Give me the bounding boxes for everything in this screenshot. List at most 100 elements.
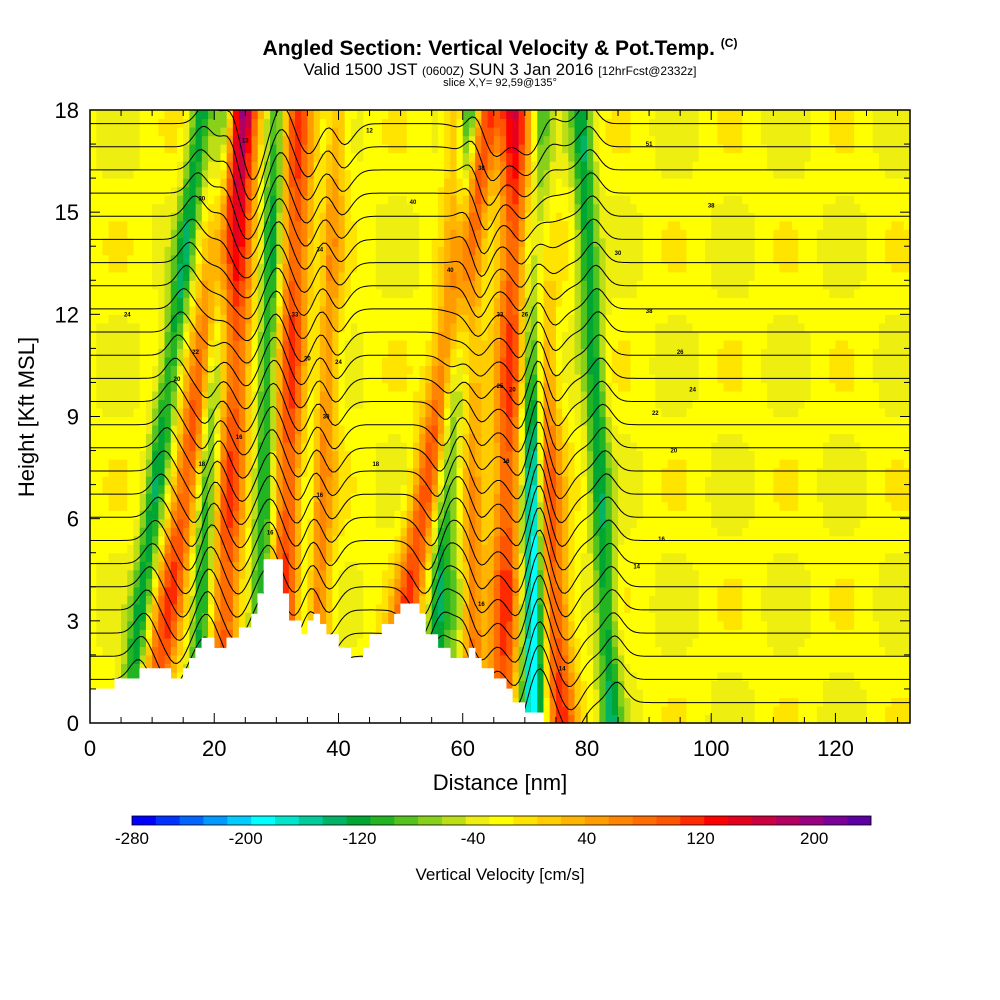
velocity-cell	[723, 544, 731, 554]
velocity-cell	[450, 544, 458, 554]
velocity-cell	[301, 620, 309, 630]
velocity-cell	[468, 442, 476, 452]
velocity-cell	[649, 646, 656, 656]
velocity-cell	[605, 705, 613, 716]
velocity-cell	[723, 697, 731, 707]
velocity-cell	[102, 544, 110, 554]
velocity-cell	[555, 629, 563, 639]
velocity-cell	[437, 561, 445, 571]
velocity-cell	[127, 595, 135, 605]
velocity-cell	[673, 646, 681, 656]
velocity-cell	[580, 399, 588, 409]
velocity-cell	[518, 476, 526, 486]
velocity-cell	[891, 654, 899, 664]
velocity-cell	[232, 578, 240, 588]
velocity-cell	[183, 569, 190, 579]
velocity-cell	[301, 476, 309, 486]
velocity-cell	[133, 629, 141, 639]
velocity-cell	[736, 569, 743, 579]
velocity-cell	[468, 459, 476, 469]
velocity-cell	[189, 578, 197, 588]
velocity-cell	[369, 620, 377, 630]
velocity-cell	[145, 663, 153, 673]
velocity-cell	[692, 399, 700, 409]
velocity-cell	[841, 493, 849, 503]
velocity-cell	[96, 467, 104, 477]
velocity-cell	[537, 663, 545, 673]
velocity-cell	[785, 654, 793, 664]
velocity-cell	[487, 578, 495, 588]
velocity-cell	[263, 484, 271, 494]
velocity-cell	[512, 646, 520, 656]
velocity-cell	[363, 612, 371, 622]
velocity-cell	[804, 688, 812, 699]
velocity-cell	[338, 407, 346, 418]
velocity-cell	[841, 425, 849, 435]
velocity-cell	[369, 595, 377, 605]
velocity-cell	[630, 654, 638, 664]
velocity-cell	[90, 654, 97, 664]
velocity-cell	[245, 459, 253, 469]
velocity-cell	[723, 407, 731, 418]
velocity-cell	[276, 501, 284, 511]
velocity-cell	[686, 578, 694, 588]
velocity-cell	[145, 637, 153, 647]
velocity-cell	[400, 433, 408, 443]
velocity-cell	[475, 586, 482, 596]
velocity-cell	[475, 569, 482, 579]
velocity-cell	[121, 544, 128, 554]
velocity-cell	[599, 501, 607, 511]
velocity-cell	[841, 688, 849, 699]
velocity-cell	[680, 561, 687, 571]
velocity-cell	[655, 552, 663, 562]
velocity-cell	[723, 680, 731, 690]
velocity-cell	[636, 561, 644, 571]
velocity-cell	[208, 561, 215, 571]
velocity-cell	[866, 450, 874, 460]
velocity-cell	[835, 561, 843, 571]
velocity-cell	[375, 629, 383, 639]
velocity-cell	[506, 407, 514, 418]
velocity-cell	[400, 442, 408, 452]
velocity-cell	[779, 646, 787, 656]
velocity-cell	[562, 433, 569, 443]
velocity-cell	[860, 501, 868, 511]
velocity-cell	[717, 663, 725, 673]
velocity-cell	[512, 484, 520, 494]
velocity-cell	[698, 595, 706, 605]
velocity-cell	[518, 527, 526, 537]
velocity-cell	[810, 433, 818, 443]
velocity-cell	[723, 467, 731, 477]
velocity-cell	[220, 399, 228, 409]
velocity-cell	[462, 569, 470, 579]
velocity-cell	[754, 433, 762, 443]
velocity-cell	[96, 654, 104, 664]
velocity-cell	[680, 663, 687, 673]
velocity-cell	[897, 476, 905, 486]
velocity-cell	[282, 586, 290, 596]
velocity-cell	[400, 578, 408, 588]
velocity-cell	[568, 697, 576, 707]
velocity-cell	[226, 484, 234, 494]
velocity-cell	[239, 603, 246, 613]
velocity-cell	[524, 595, 532, 605]
velocity-cell	[195, 578, 203, 588]
velocity-cell	[568, 459, 576, 469]
velocity-cell	[444, 586, 451, 596]
velocity-cell	[816, 518, 824, 528]
velocity-cell	[549, 425, 557, 435]
velocity-cell	[779, 407, 787, 418]
velocity-cell	[201, 578, 209, 588]
velocity-cell	[506, 501, 514, 511]
velocity-cell	[127, 646, 135, 656]
velocity-cell	[829, 697, 837, 707]
velocity-cell	[816, 510, 824, 520]
velocity-cell	[773, 595, 781, 605]
velocity-cell	[624, 654, 632, 664]
velocity-cell	[406, 578, 414, 588]
velocity-cell	[549, 501, 557, 511]
velocity-cell	[723, 416, 731, 426]
velocity-cell	[636, 467, 644, 477]
velocity-cell	[760, 407, 768, 418]
velocity-cell	[878, 467, 886, 477]
